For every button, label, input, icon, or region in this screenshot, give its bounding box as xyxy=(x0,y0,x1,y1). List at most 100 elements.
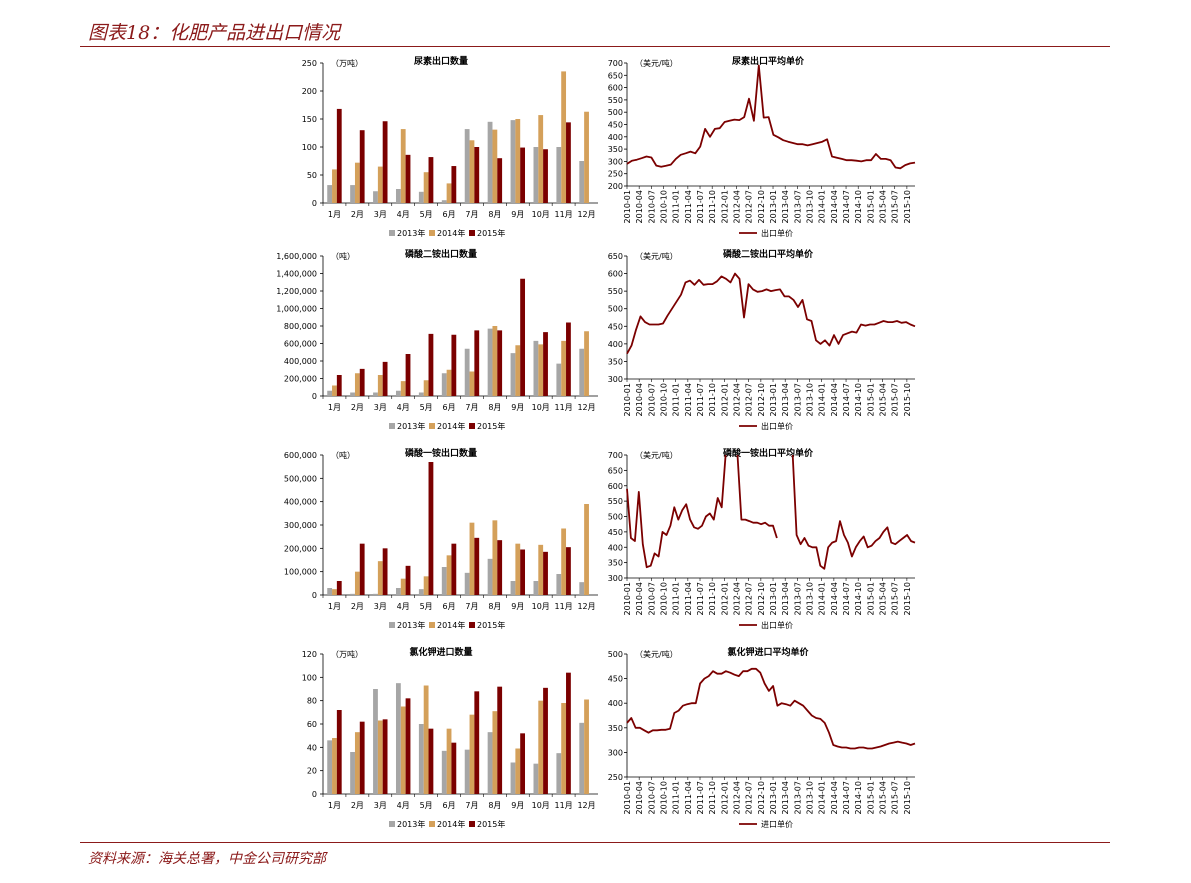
x-tick-label: 2010-10 xyxy=(660,383,669,416)
x-tick-label: 2010-07 xyxy=(647,781,656,814)
x-tick-label: 4月 xyxy=(397,403,410,412)
bar-2015年 xyxy=(359,721,365,794)
bar-2014年 xyxy=(492,520,498,595)
series-line-出口单价 xyxy=(626,64,916,170)
bar-2015年 xyxy=(428,333,434,396)
y-tick-label: 400 xyxy=(608,340,623,349)
bar-2014年 xyxy=(400,381,406,396)
x-tick-label: 3月 xyxy=(374,210,387,219)
y-tick-label: 550 xyxy=(608,96,623,105)
legend-label: 2013年 xyxy=(397,819,425,829)
legend-label: 2013年 xyxy=(397,620,425,630)
x-tick-label: 2012-07 xyxy=(745,582,754,615)
legend-swatch xyxy=(429,230,435,236)
bar-2013年 xyxy=(533,147,539,203)
bar-2013年 xyxy=(350,752,355,794)
bar-2014年 xyxy=(538,344,544,396)
x-tick-label: 2015-01 xyxy=(866,582,875,615)
x-tick-label: 2012-07 xyxy=(745,190,754,223)
bar-2014年 xyxy=(584,331,589,396)
bar-2015年 xyxy=(405,698,411,794)
x-tick-label: 2010-07 xyxy=(647,190,656,223)
chart-title: 氯化钾进口平均单价 xyxy=(727,646,809,658)
bar-2013年 xyxy=(350,392,355,396)
x-tick-label: 2015-04 xyxy=(879,383,888,416)
bar-2014年 xyxy=(354,373,360,396)
x-tick-label: 2013-07 xyxy=(793,190,802,223)
y-tick-label: 650 xyxy=(608,466,623,475)
bar-2015年 xyxy=(520,278,526,396)
source-note: 资料来源：海关总署，中金公司研究部 xyxy=(88,851,326,867)
bar-2015年 xyxy=(474,330,480,396)
y-tick-label: 50 xyxy=(307,171,317,180)
x-tick-label: 10月 xyxy=(532,602,550,611)
x-tick-label: 5月 xyxy=(420,801,433,810)
x-tick-label: 2011-07 xyxy=(696,781,705,814)
bar-2014年 xyxy=(561,703,567,794)
x-tick-label: 10月 xyxy=(532,210,550,219)
legend-label: 2014年 xyxy=(437,620,465,630)
x-tick-label: 9月 xyxy=(511,801,524,810)
kcl-import-price-chart: 氯化钾进口平均单价 （美元/吨） 250 300 350 400 450 500 2010-01… xyxy=(608,646,916,829)
legend-swatch xyxy=(429,821,435,827)
y-tick-label: 0 xyxy=(312,199,317,208)
x-tick-label: 10月 xyxy=(532,801,550,810)
bar-2014年 xyxy=(400,578,406,595)
bar-2015年 xyxy=(451,334,457,396)
x-tick-label: 2011-07 xyxy=(696,190,705,223)
x-tick-label: 9月 xyxy=(511,210,524,219)
y-tick-label: 400 xyxy=(608,543,623,552)
x-tick-label: 2014-07 xyxy=(842,383,851,416)
bar-2014年 xyxy=(377,561,383,595)
bar-2014年 xyxy=(492,129,498,203)
x-tick-label: 2011-01 xyxy=(672,781,681,814)
bar-2013年 xyxy=(418,392,424,396)
y-tick-label: 0 xyxy=(312,392,317,401)
y-tick-label: 350 xyxy=(608,724,623,733)
bar-2013年 xyxy=(441,373,447,396)
legend-label: 2015年 xyxy=(477,819,505,829)
bar-2013年 xyxy=(441,200,447,203)
x-tick-label: 2011-04 xyxy=(684,781,693,814)
bar-2014年 xyxy=(332,169,337,203)
x-tick-label: 2014-04 xyxy=(830,190,839,223)
bar-2013年 xyxy=(510,762,516,794)
bar-2014年 xyxy=(332,738,337,794)
bar-2014年 xyxy=(561,71,567,204)
x-tick-label: 1月 xyxy=(328,801,341,810)
unit-label: （吨） xyxy=(331,251,355,261)
x-tick-label: 2015-01 xyxy=(866,383,875,416)
unit-label: （万吨） xyxy=(331,58,363,68)
x-tick-label: 2012-01 xyxy=(720,190,729,223)
x-tick-label: 12月 xyxy=(577,403,595,412)
x-tick-label: 11月 xyxy=(555,210,573,219)
bar-2015年 xyxy=(543,687,548,794)
y-tick-label: 700 xyxy=(608,451,623,460)
legend-label: 2014年 xyxy=(437,421,465,431)
x-tick-label: 11月 xyxy=(555,602,573,611)
x-tick-label: 2014-10 xyxy=(854,383,863,416)
x-tick-label: 2015-01 xyxy=(866,190,875,223)
bar-2014年 xyxy=(538,544,544,595)
legend-label: 出口单价 xyxy=(761,421,793,431)
y-tick-label: 450 xyxy=(608,675,623,684)
x-tick-label: 2010-01 xyxy=(623,383,632,416)
chart-title: 磷酸二铵出口平均单价 xyxy=(723,248,814,260)
bar-2014年 xyxy=(423,576,429,595)
bar-2014年 xyxy=(446,183,452,203)
x-tick-label: 2010-01 xyxy=(623,582,632,615)
bar-2014年 xyxy=(515,748,521,794)
bar-2015年 xyxy=(497,158,503,203)
bar-2014年 xyxy=(561,340,567,396)
x-tick-label: 2011-07 xyxy=(696,582,705,615)
bar-2015年 xyxy=(428,157,434,203)
bar-2015年 xyxy=(336,710,342,794)
bar-2013年 xyxy=(441,750,447,794)
x-tick-label: 2010-04 xyxy=(635,190,644,223)
x-tick-label: 2012-04 xyxy=(733,582,742,615)
bar-2015年 xyxy=(474,691,480,794)
y-tick-label: 700 xyxy=(608,59,623,68)
x-tick-label: 2015-07 xyxy=(891,190,900,223)
map-export-price-chart: 磷酸一铵出口平均单价 （美元/吨） 300 350 400 450 500 550 600 650… xyxy=(608,447,916,630)
x-tick-label: 7月 xyxy=(465,403,478,412)
